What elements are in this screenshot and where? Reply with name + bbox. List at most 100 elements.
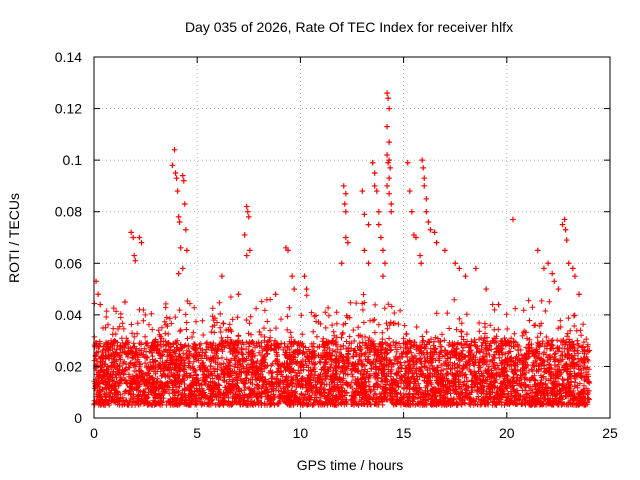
roti-point <box>174 188 181 194</box>
roti-point <box>406 188 413 194</box>
roti-point <box>177 245 184 251</box>
roti-point <box>365 221 372 228</box>
y-tick-label: 0.02 <box>55 358 82 374</box>
roti-point <box>433 239 440 246</box>
roti-point <box>371 170 378 176</box>
y-axis-label: ROTI / TECUs <box>6 193 22 283</box>
chart-title: Day 035 of 2026, Rate Of TEC Index for r… <box>185 19 513 35</box>
roti-point <box>386 190 392 197</box>
roti-point <box>343 190 349 197</box>
roti-point <box>303 286 310 292</box>
roti-point <box>359 188 366 194</box>
x-tick-label: 0 <box>90 425 98 441</box>
axes: 0 5 10 15 20 25 0 0.02 0.04 0.06 0.08 0.1 0.12 0.14 <box>55 49 618 441</box>
roti-point <box>179 172 186 179</box>
roti-point <box>385 159 391 166</box>
y-tick-label: 0 <box>74 410 82 426</box>
roti-point <box>340 183 347 189</box>
roti-point <box>423 196 430 202</box>
roti-point <box>545 260 551 267</box>
roti-point <box>570 265 576 272</box>
roti-point <box>483 286 489 292</box>
roti-point <box>386 105 392 112</box>
roti-point <box>565 260 572 267</box>
roti-point <box>387 165 393 171</box>
roti-point <box>555 286 562 292</box>
roti-point <box>572 273 578 279</box>
roti-point <box>235 291 242 298</box>
roti-point <box>421 175 428 181</box>
roti-point <box>182 201 188 207</box>
roti-point <box>180 177 187 184</box>
roti-point <box>563 237 570 243</box>
roti-point <box>576 291 582 298</box>
roti-point <box>179 265 186 272</box>
roti-point <box>442 247 448 254</box>
roti-point <box>456 265 463 272</box>
roti-point <box>417 252 423 259</box>
roti-point <box>452 260 458 267</box>
roti-point <box>172 170 179 176</box>
roti-point <box>136 234 143 241</box>
roti-point <box>132 257 139 264</box>
roti-point <box>418 260 424 267</box>
roti-point <box>380 273 386 279</box>
plot-frame <box>93 56 611 419</box>
y-tick-label: 0.14 <box>55 49 82 65</box>
roti-point <box>376 221 382 228</box>
x-axis-label: GPS time / hours <box>297 457 404 473</box>
roti-point <box>128 229 134 236</box>
roti-point <box>413 234 419 241</box>
roti-point <box>175 214 182 220</box>
roti-point <box>425 219 432 225</box>
roti-point <box>183 226 189 233</box>
roti-point <box>386 157 392 163</box>
roti-point <box>380 247 386 254</box>
roti-background-points <box>91 291 593 408</box>
y-tick-label: 0.04 <box>55 307 82 323</box>
y-tick-label: 0.08 <box>55 204 82 220</box>
roti-point <box>338 260 345 267</box>
roti-point <box>384 123 390 130</box>
roti-point <box>386 139 392 145</box>
y-tick-label: 0.12 <box>55 101 82 117</box>
roti-point <box>376 208 382 215</box>
roti-point <box>373 188 380 194</box>
roti-point <box>361 211 368 218</box>
roti-point <box>388 208 395 215</box>
roti-point <box>131 252 138 259</box>
roti-point <box>561 216 568 223</box>
roti-point <box>549 270 556 277</box>
roti-point <box>510 216 516 223</box>
roti-point <box>551 278 558 285</box>
roti-point <box>176 219 183 225</box>
roti-point <box>382 260 388 267</box>
y-tick-label: 0.06 <box>55 255 82 271</box>
roti-point <box>343 234 349 241</box>
roti-point <box>246 214 252 220</box>
roti-point <box>244 208 251 215</box>
roti-point <box>378 234 384 241</box>
roti-point <box>495 301 502 308</box>
roti-point <box>369 159 376 166</box>
roti-point <box>562 226 569 233</box>
roti-point <box>173 175 180 181</box>
roti-point <box>541 265 547 272</box>
scatter-points <box>91 90 593 408</box>
roti-point <box>95 291 101 298</box>
x-tick-label: 5 <box>193 425 201 441</box>
roti-point <box>462 273 469 279</box>
x-tick-label: 20 <box>499 425 515 441</box>
roti-point <box>272 291 279 298</box>
roti-point <box>243 203 250 210</box>
roti-point <box>427 226 434 233</box>
roti-point <box>175 270 182 277</box>
roti-point <box>122 299 128 305</box>
x-tick-label: 15 <box>396 425 412 441</box>
roti-point <box>243 252 250 259</box>
roti-point <box>534 247 541 254</box>
roti-point <box>365 260 372 267</box>
roti-point <box>361 247 368 254</box>
roti-point <box>130 234 137 241</box>
